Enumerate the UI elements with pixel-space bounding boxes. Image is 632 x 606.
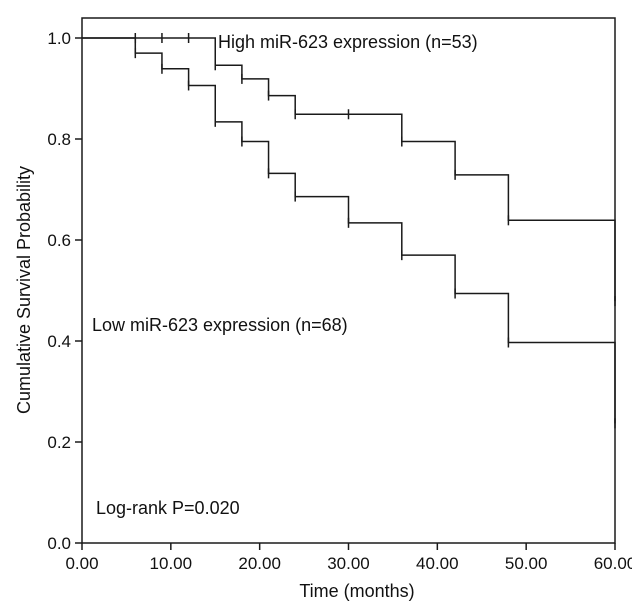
x-tick-label: 60.00: [594, 554, 632, 573]
x-axis-ticks: 0.00 10.00 20.00 30.00 40.00 50.00 60.00: [65, 543, 632, 573]
y-tick-label: 0.2: [47, 433, 71, 452]
y-tick-label: 0.8: [47, 130, 71, 149]
series-line-low: [82, 37, 616, 424]
annotation-low: Low miR-623 expression (n=68): [92, 315, 348, 335]
x-tick-label: 10.00: [150, 554, 193, 573]
x-tick-label: 0.00: [65, 554, 98, 573]
annotation-pvalue: Log-rank P=0.020: [96, 498, 240, 518]
y-tick-label: 0.6: [47, 231, 71, 250]
y-tick-label: 0.4: [47, 332, 71, 351]
series-line-high: [82, 37, 616, 302]
plot-frame: [81, 17, 616, 544]
survival-curves: [82, 33, 616, 429]
x-tick-label: 50.00: [505, 554, 548, 573]
y-axis-ticks: 0.0 0.2 0.4 0.6 0.8 1.0: [47, 29, 82, 553]
x-tick-label: 30.00: [327, 554, 370, 573]
y-tick-label: 0.0: [47, 534, 71, 553]
x-axis-title: Time (months): [299, 581, 414, 601]
y-tick-label: 1.0: [47, 29, 71, 48]
y-axis-title: Cumulative Survival Probability: [14, 166, 34, 414]
x-tick-label: 40.00: [416, 554, 459, 573]
x-tick-label: 20.00: [238, 554, 281, 573]
annotation-high: High miR-623 expression (n=53): [218, 32, 478, 52]
